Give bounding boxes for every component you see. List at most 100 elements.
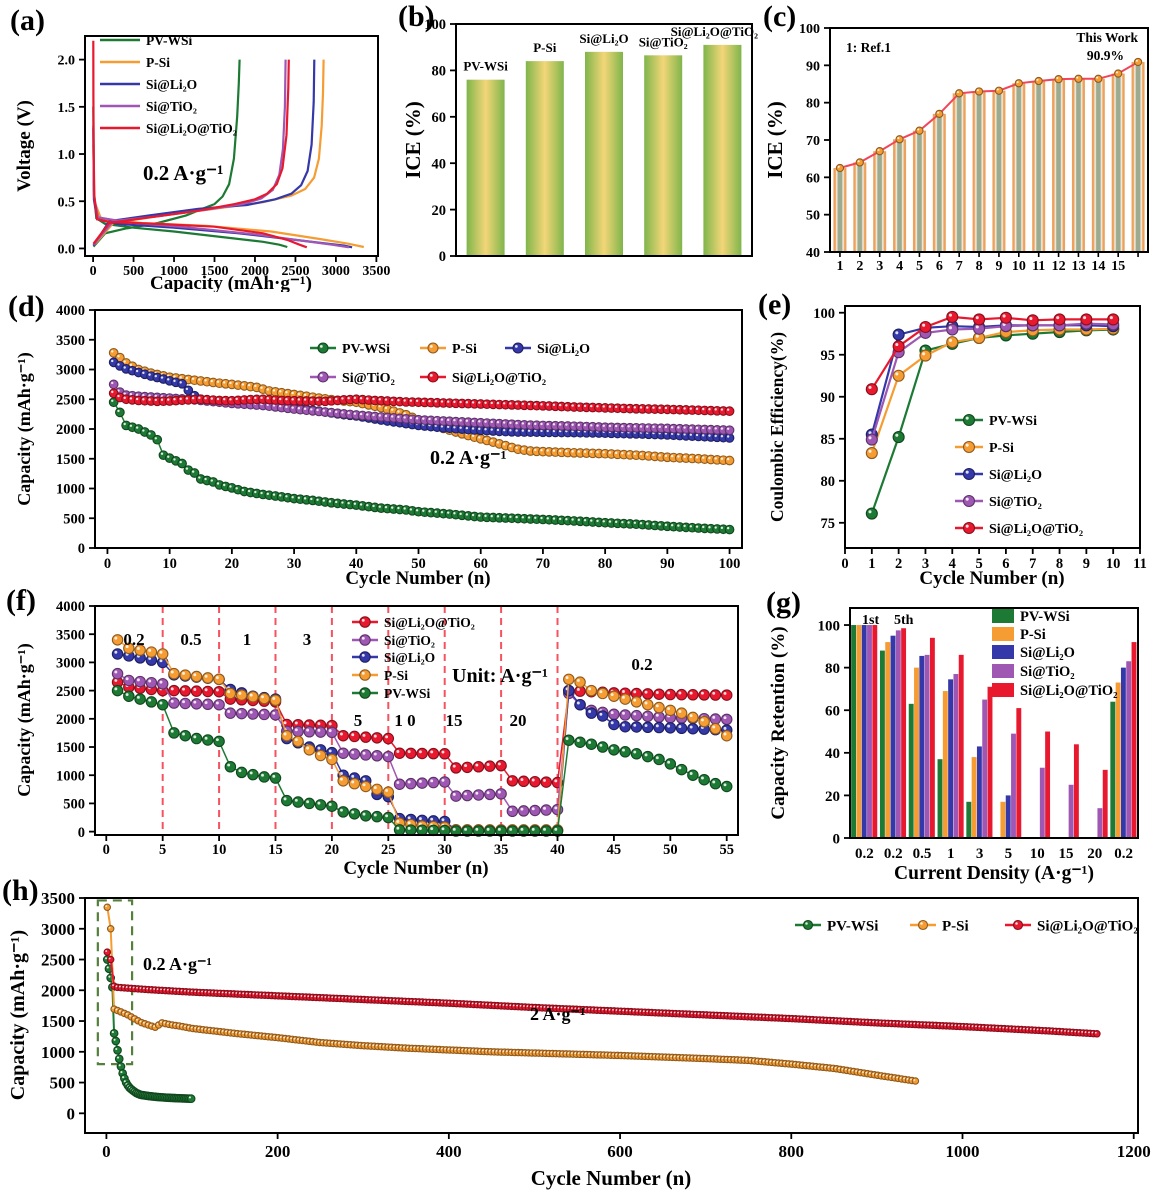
- retention-bar-Si@Li₂O@TiO₂: [1131, 642, 1137, 838]
- data-marker: [687, 689, 699, 701]
- data-marker: [337, 806, 349, 818]
- data-marker: [946, 336, 959, 349]
- legend-swatch: [992, 683, 1014, 697]
- legend-swatch: [992, 645, 1014, 659]
- data-marker: [619, 720, 631, 733]
- data-marker: [405, 824, 417, 836]
- retention-bar-Si@Li₂O@TiO₂: [872, 625, 878, 838]
- data-marker: [895, 135, 904, 144]
- annotation: 1: Ref.1: [846, 40, 891, 55]
- x-tick-label: 40: [550, 842, 565, 858]
- x-tick-label: 25: [381, 842, 396, 858]
- data-marker: [202, 672, 214, 684]
- data-marker: [224, 761, 237, 773]
- panel-a: PV-WSi P-Si Si@Li₂O Si@TiO₂ Si@Li₂O@TiO₂ 0.2 …: [0, 0, 400, 292]
- data-marker: [224, 687, 237, 700]
- data-marker: [213, 673, 225, 686]
- retention-bar-P-Si: [942, 691, 948, 838]
- coulombic-efficiency-chart: PV-WSi P-Si Si@Li₂O Si@TiO₂ Si@Li₂O@TiO₂ 0 1 2 3…: [767, 305, 1147, 589]
- x-tick-label: 8: [1056, 556, 1063, 572]
- data-marker: [168, 667, 180, 680]
- bar-label: PV-WSi: [463, 59, 508, 74]
- y-tick-label: 60: [825, 704, 840, 720]
- discharge-curve-Si@Li₂O: [92, 128, 353, 249]
- ice-bar: [644, 55, 683, 256]
- retention-bar-P-Si: [971, 757, 977, 838]
- data-marker: [145, 676, 158, 689]
- retention-bar-Si@Li₂O@TiO₂: [958, 654, 964, 838]
- x-tick-label: 11: [1133, 556, 1147, 572]
- legend-label: Si@Li₂O: [146, 77, 197, 92]
- data-marker: [892, 328, 905, 341]
- y-tick-label: 100: [424, 17, 446, 33]
- data-marker: [484, 788, 496, 801]
- data-marker: [608, 718, 620, 731]
- retention-bar-Si@Li₂O@TiO₂: [1045, 731, 1051, 838]
- data-marker: [326, 800, 338, 812]
- annotation: This Work: [1076, 30, 1138, 45]
- retention-bar-Si@TiO₂: [1068, 784, 1074, 838]
- data-marker: [202, 734, 214, 746]
- data-marker: [608, 690, 620, 702]
- ice-ref-bar: [1052, 79, 1066, 252]
- panel-b: PV-WSi P-Si Si@Li₂O Si@TiO₂ Si@Li₂O@TiO₂ 0 20 4…: [400, 0, 760, 292]
- charge-curve-Si@Li₂O@TiO₂: [92, 59, 290, 245]
- x-tick-label: 20: [1087, 846, 1102, 862]
- data-marker: [720, 689, 733, 701]
- y-axis-label: ICE (%): [401, 101, 425, 179]
- data-marker: [427, 747, 440, 760]
- data-marker: [382, 732, 395, 745]
- data-marker: [574, 698, 586, 711]
- data-marker: [258, 708, 270, 721]
- ice-ref-bar: [1071, 78, 1085, 252]
- x-tick-label: 0: [104, 556, 111, 572]
- data-marker: [326, 726, 338, 739]
- data-marker: [720, 713, 733, 726]
- ice-ref-bar: [893, 139, 907, 252]
- x-tick-label: 10: [162, 556, 177, 572]
- x-tick-label: 600: [607, 1142, 633, 1161]
- data-marker: [213, 698, 225, 711]
- data-marker: [202, 685, 214, 698]
- data-marker: [281, 794, 293, 807]
- data-marker: [337, 729, 349, 742]
- data-marker: [450, 762, 462, 774]
- data-marker: [911, 1077, 920, 1085]
- x-tick-label: 200: [265, 1142, 291, 1161]
- data-marker: [314, 726, 327, 738]
- data-marker: [371, 750, 383, 762]
- legend-label: Si@TiO₂: [342, 371, 395, 386]
- annotation: 90.9%: [1087, 48, 1124, 63]
- y-tick-label: 80: [432, 64, 447, 80]
- data-marker: [892, 340, 905, 353]
- x-tick-label: 30: [287, 556, 302, 572]
- legend-label: P-Si: [942, 918, 969, 934]
- data-marker: [152, 434, 163, 445]
- data-marker: [111, 1036, 121, 1046]
- data-marker: [115, 407, 125, 418]
- y-tick-label: 80: [821, 474, 836, 490]
- data-marker: [292, 796, 304, 808]
- data-marker: [855, 158, 864, 167]
- x-tick-label: 15: [1111, 259, 1125, 274]
- data-marker: [156, 698, 169, 711]
- panel-label-f: (f): [6, 584, 36, 617]
- data-marker: [186, 1094, 196, 1103]
- data-marker: [865, 433, 878, 446]
- retention-bar-Si@TiO₂: [1126, 661, 1132, 838]
- data-marker: [724, 524, 735, 535]
- x-tick-label: 0.5: [913, 846, 932, 862]
- x-tick-label: 8: [976, 259, 983, 274]
- data-marker: [540, 804, 552, 816]
- legend-label: Si@Li₂O@TiO₂: [452, 371, 546, 386]
- plot-frame: [844, 305, 1141, 549]
- data-marker: [235, 689, 248, 701]
- legend-label: Si@Li₂O@TiO₂: [1020, 683, 1117, 699]
- panel-label-h: (h): [2, 874, 39, 907]
- data-marker: [563, 734, 575, 746]
- ice-ref-bar: [932, 113, 946, 252]
- data-marker: [724, 406, 735, 416]
- y-tick-label: 70: [806, 134, 820, 149]
- data-marker: [517, 775, 530, 788]
